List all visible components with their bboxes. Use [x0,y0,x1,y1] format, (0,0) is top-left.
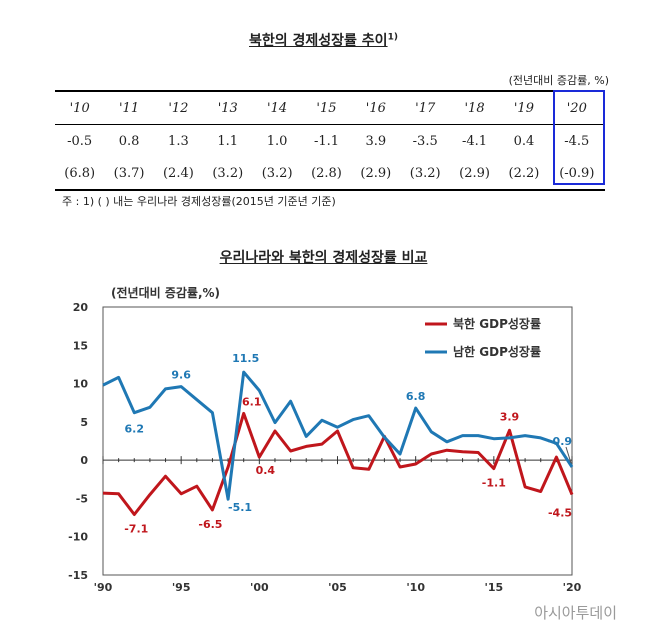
data-label: 0.4 [256,464,276,477]
table-growth-cell: 0.4 [513,133,535,149]
table-south-growth-cell: (2.2) [499,157,549,191]
table-year-cell: '19 [499,90,549,125]
table-year-cell: '16 [351,90,401,125]
table-growth-row: -0.5 0.8 1.3 1.1 1.0 -1.1 3.9 -3.5 -4.1 0.4 -4.5 [55,125,605,158]
table-year-cell: '20 [548,90,605,125]
legend-label: 북한 GDP성장률 [453,316,541,331]
table-year-cell: '17 [400,90,450,125]
data-label: 9.6 [171,369,191,382]
table-growth-cell: 3.9 [365,133,387,149]
table-growth-cell: 1.3 [168,133,189,149]
data-label: -4.5 [548,507,572,520]
table-growth-cell: -0.5 [67,133,93,149]
table-south-growth-cell: (2.9) [351,157,401,191]
y-tick-label: -5 [76,492,88,505]
highlight-2020-box [553,90,605,185]
north-korea-gdp-line [102,411,574,516]
data-label: -0.9 [548,435,572,448]
watermark-logo: 아시아투데이 [534,604,617,622]
y-tick-label: 5 [80,416,88,429]
table-title-footnote-mark: 1) [387,32,398,43]
table-note: 주 : 1) ( ) 내는 우리나라 경제성장률(2015년 기준년 기준) [62,195,336,208]
table-year-cell: '13 [203,90,253,125]
x-tick-label: '15 [484,581,503,594]
x-tick-label: '95 [172,581,191,594]
plot-frame [102,306,573,576]
data-label: 11.5 [232,352,259,365]
table-year-cell: '12 [153,90,204,125]
table-south-growth-cell: (2.4) [153,157,204,191]
data-label: -5.1 [228,501,252,514]
south-korea-gdp-line [102,370,574,501]
table-south-growth-cell: (2.9) [449,157,500,191]
x-tick-label: '90 [94,581,113,594]
table-south-growth-cell: (-0.9) [548,157,605,191]
growth-comparison-chart: (전년대비 증감률,%) 20 15 10 5 0 -5 -10 -15 '90 '95 '00 '05… [68,285,582,594]
x-tick-label: '05 [328,581,347,594]
table-south-growth-cell: (2.8) [301,157,352,191]
table-title-text: 북한의 경제성장률 추이 [249,33,388,49]
data-label: -6.5 [198,518,222,531]
table-growth-cell: -1.1 [313,133,340,149]
table-title: 북한의 경제성장률 추이1) [0,30,647,50]
table-growth-cell: 0.8 [118,133,140,149]
y-axis-label: (전년대비 증감률,%) [111,285,220,300]
table-year-cell: '11 [104,90,154,125]
table-year-row: '10'11'12'13'14'15'16'17'18'19'20 [55,90,605,125]
data-label: -7.1 [124,523,148,536]
label-leader-line [565,446,572,464]
data-label: 3.9 [500,410,520,423]
chart-title: 우리나라와 북한의 경제성장률 비교 [0,247,647,267]
y-tick-label: 0 [80,454,88,467]
chart-title-text: 우리나라와 북한의 경제성장률 비교 [219,250,428,266]
table-growth-cell: -3.5 [412,133,438,149]
data-label: 6.8 [406,390,426,403]
y-tick-label: 10 [73,378,89,391]
y-tick-label: -10 [68,531,88,544]
data-label: 6.2 [125,423,145,436]
table-south-growth-row: (6.8) (3.7) (2.4) (3.2) (3.2) (2.8) (2.9) (3.2)… [55,157,605,191]
table-growth-cell: -4.1 [462,133,488,149]
legend-label: 남한 GDP성장률 [453,344,541,359]
table-year-cell: '18 [449,90,500,125]
table-growth-cell: 1.0 [266,133,288,149]
x-tick-label: '20 [563,581,582,594]
growth-table: '10'11'12'13'14'15'16'17'18'19'20 -0.5 0.… [55,90,605,191]
x-tick-label: '10 [406,581,425,594]
table-south-growth-cell: (3.2) [400,157,450,191]
table-unit: (전년대비 증감률, %) [508,74,609,87]
y-tick-label: 20 [73,301,89,314]
table-year-cell: '10 [55,90,105,125]
table-south-growth-cell: (3.2) [252,157,302,191]
table-growth-cell: 1.1 [217,133,239,149]
table-south-growth-cell: (3.7) [104,157,154,191]
table-year-cell: '15 [301,90,352,125]
x-tick-label: '00 [250,581,269,594]
table-growth-cell: -4.5 [564,133,590,149]
data-label: 6.1 [242,395,262,408]
table-south-growth-cell: (3.2) [203,157,253,191]
y-tick-label: -15 [68,569,88,582]
table-year-cell: '14 [252,90,302,125]
y-tick-label: 15 [73,339,88,352]
data-label: -1.1 [482,477,506,490]
table-south-growth-cell: (6.8) [55,157,105,191]
